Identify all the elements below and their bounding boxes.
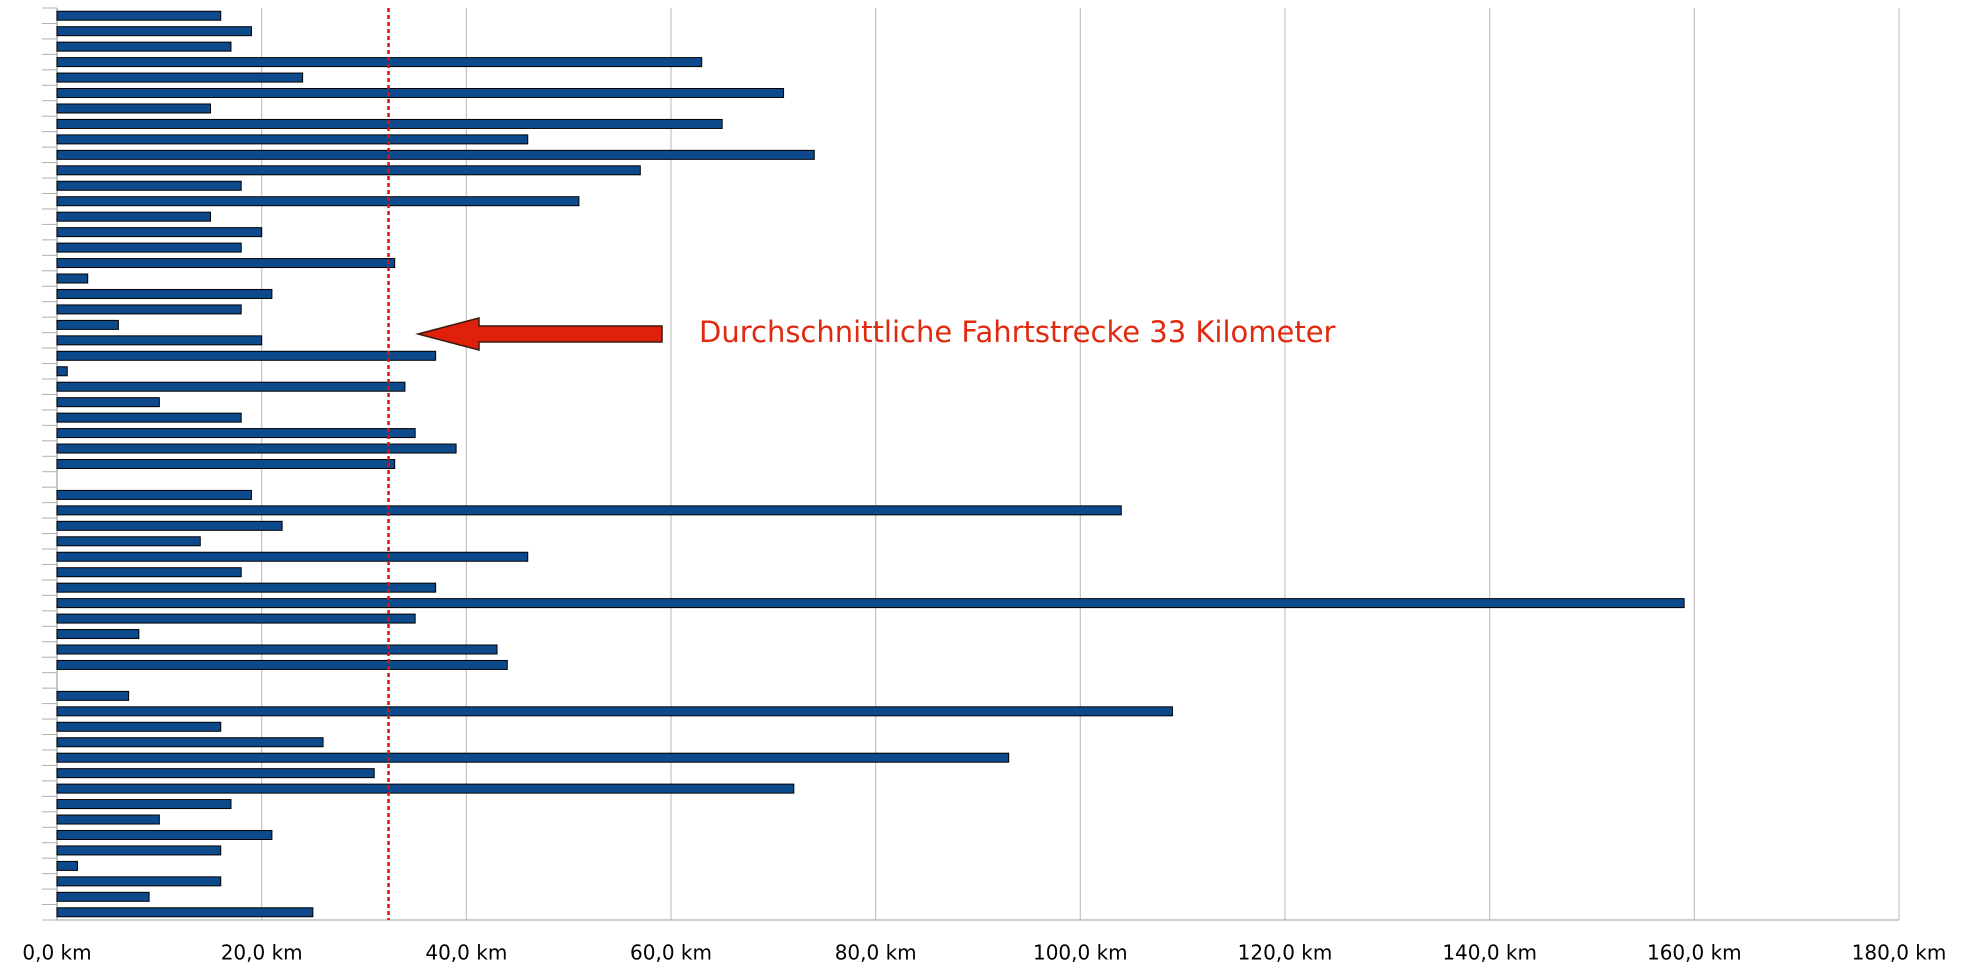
bar	[56, 211, 211, 222]
bar	[56, 288, 273, 299]
bar	[56, 737, 324, 748]
bar	[56, 629, 140, 640]
x-tick-label: 180,0 km	[1852, 941, 1947, 965]
bar	[56, 397, 160, 408]
bar	[56, 88, 785, 99]
x-tick-label: 160,0 km	[1647, 941, 1742, 965]
bar	[56, 57, 703, 68]
x-tick-label: 100,0 km	[1033, 941, 1128, 965]
bar	[56, 536, 201, 547]
bar	[56, 103, 211, 114]
bar	[56, 242, 242, 253]
bar	[56, 783, 795, 794]
bar	[56, 860, 78, 871]
x-tick-label: 60,0 km	[630, 941, 712, 965]
bar	[56, 814, 160, 825]
bar	[56, 459, 396, 469]
bar	[56, 227, 263, 238]
bar	[56, 10, 222, 21]
bar	[56, 644, 498, 655]
bar	[56, 520, 283, 531]
bar	[56, 273, 89, 284]
bar	[56, 258, 396, 269]
bar	[56, 845, 222, 856]
bar	[56, 350, 437, 361]
bar	[56, 366, 68, 377]
x-tick-label: 40,0 km	[425, 941, 507, 965]
bar	[56, 149, 815, 160]
bar	[56, 567, 242, 578]
bar	[56, 165, 641, 176]
bar	[56, 799, 232, 810]
bar	[56, 752, 1010, 763]
bar	[56, 613, 416, 624]
bar	[56, 891, 150, 902]
bar	[56, 582, 437, 593]
bar	[56, 72, 304, 83]
bar	[56, 26, 252, 37]
bar	[56, 659, 508, 670]
bar	[56, 381, 406, 392]
bar	[56, 907, 314, 918]
bar	[56, 41, 232, 52]
x-tick-label: 140,0 km	[1442, 941, 1537, 965]
x-tick-label: 0,0 km	[22, 941, 91, 965]
bar	[56, 721, 222, 732]
bar	[56, 335, 263, 346]
bar	[56, 443, 457, 454]
bar	[56, 304, 242, 315]
bar	[56, 412, 242, 423]
bar	[56, 134, 529, 145]
bar	[56, 428, 416, 439]
bar	[56, 489, 252, 500]
bar	[56, 829, 273, 840]
bar	[56, 180, 242, 191]
annotation-arrow	[415, 317, 663, 351]
bar	[56, 505, 1122, 516]
x-tick-label: 120,0 km	[1238, 941, 1333, 965]
bar	[56, 196, 580, 207]
bar	[56, 768, 375, 779]
annotation: Durchschnittliche Fahrtstrecke 33 Kilome…	[699, 315, 1336, 349]
x-tick-label: 20,0 km	[221, 941, 303, 965]
bar	[56, 319, 119, 330]
bar	[56, 706, 1173, 717]
bar	[56, 876, 222, 887]
x-tick-label: 80,0 km	[835, 941, 917, 965]
bar	[56, 598, 1685, 609]
bar	[56, 551, 529, 562]
bar	[56, 690, 130, 701]
